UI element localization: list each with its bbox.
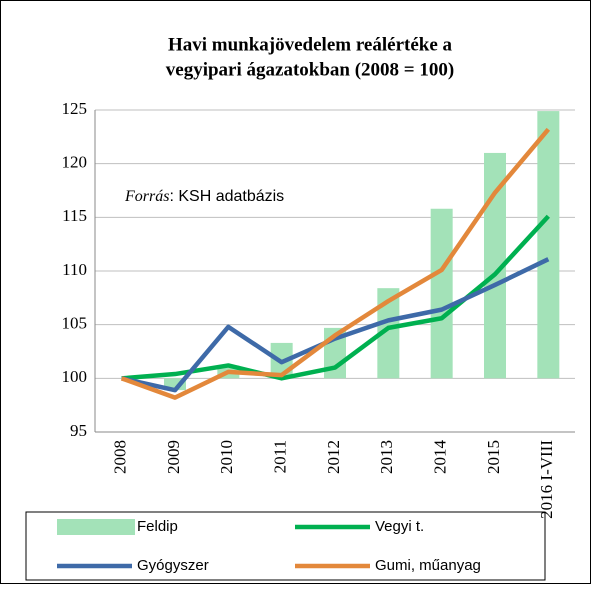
- y-tick-label: 95: [70, 421, 87, 440]
- y-tick-label: 110: [62, 260, 87, 279]
- line: [120, 127, 551, 400]
- x-tick-label: 2011: [271, 440, 290, 473]
- bar: [484, 152, 506, 379]
- chart-title: Havi munkajövedelem reálértéke a: [168, 34, 453, 55]
- legend-label: Gumi, műanyag: [375, 557, 481, 574]
- bar: [164, 378, 186, 391]
- chart-title: vegyipari ágazatokban (2008 = 100): [166, 59, 454, 80]
- y-tick-label: 115: [62, 206, 87, 225]
- x-tick-label: 2012: [324, 440, 343, 474]
- y-tick-label: 105: [62, 314, 88, 333]
- bar: [377, 288, 400, 379]
- x-tick-label: 2010: [217, 440, 236, 474]
- annotation: Forrás: KSH adatbázis: [124, 188, 284, 206]
- bar: [430, 208, 453, 379]
- y-tick-label: 120: [62, 153, 88, 172]
- legend-label: Vegyi t.: [375, 518, 424, 535]
- x-tick-label: 2008: [111, 440, 130, 474]
- y-tick-label: 125: [62, 99, 88, 118]
- legend-swatch: [57, 519, 135, 535]
- x-tick-label: 2013: [377, 440, 396, 474]
- x-tick-label: 2009: [164, 440, 183, 474]
- x-tick-label: 2014: [431, 440, 450, 475]
- y-tick-label: 100: [62, 367, 88, 386]
- legend-label: Gyógyszer: [137, 557, 209, 574]
- x-tick-label: 2016 I-VIII: [537, 440, 556, 519]
- x-tick-label: 2015: [484, 440, 503, 474]
- bar: [537, 111, 560, 379]
- legend-label: Feldip: [137, 518, 178, 535]
- line: [121, 257, 550, 393]
